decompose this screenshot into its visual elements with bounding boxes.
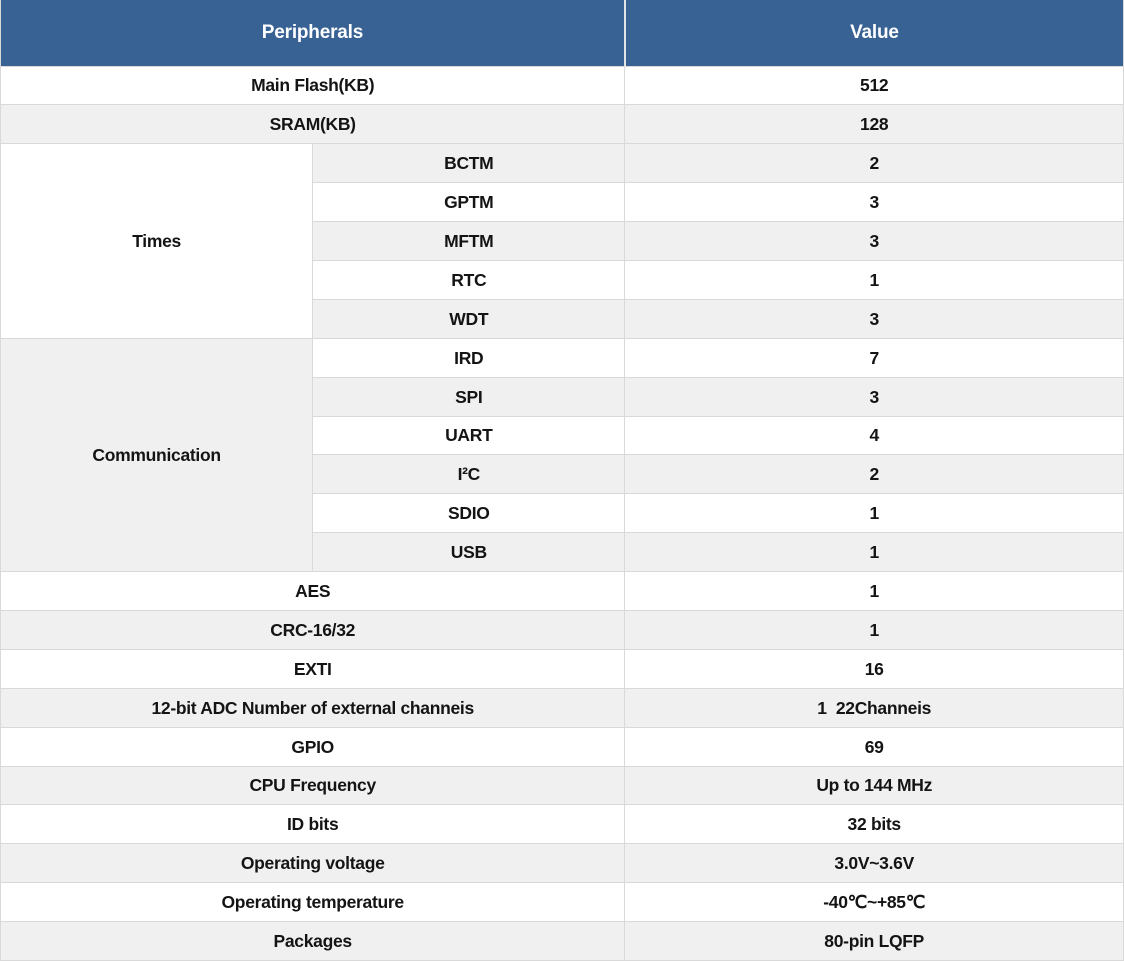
table-row: SDIO 1: [1, 493, 1124, 534]
peripheral-cell: EXTI: [0, 648, 626, 689]
value-cell: 4: [624, 415, 1124, 456]
table-row: MFTM 3: [1, 221, 1124, 261]
value-cell: -40℃~+85℃: [624, 882, 1124, 923]
value-cell: 1: [624, 259, 1124, 300]
category-cell: Communication: [0, 337, 314, 573]
peripheral-cell: UART: [312, 415, 626, 456]
peripheral-cell: GPTM: [312, 182, 626, 223]
peripheral-cell: WDT: [312, 298, 626, 339]
peripheral-cell: Main Flash(KB): [0, 65, 626, 106]
value-cell: 3: [624, 376, 1124, 417]
column-header-value: Value: [623, 0, 1124, 66]
peripheral-cell: Operating temperature: [0, 882, 626, 923]
table-row: USB 1: [1, 532, 1124, 573]
table-row: RTC 1: [1, 259, 1124, 300]
value-cell: 2: [624, 454, 1124, 495]
table-row: I²C 2: [1, 454, 1124, 495]
column-header-peripherals: Peripherals: [0, 0, 625, 66]
peripheral-cell: RTC: [312, 259, 626, 300]
peripheral-cell: USB: [312, 532, 626, 573]
value-cell: 1: [624, 532, 1124, 573]
value-cell: 3: [624, 221, 1124, 261]
peripheral-cell: SDIO: [312, 493, 626, 534]
peripheral-cell: BCTM: [312, 143, 626, 184]
table-row: Main Flash(KB) 512: [0, 65, 1124, 106]
peripheral-cell: SPI: [312, 376, 626, 417]
table-row: ID bits 32 bits: [0, 804, 1124, 845]
value-cell: 1: [624, 493, 1124, 534]
value-cell: 128: [624, 104, 1124, 145]
value-cell: 16: [624, 648, 1124, 689]
peripheral-cell: SRAM(KB): [0, 104, 626, 145]
value-cell: 69: [624, 726, 1124, 767]
value-cell: 1: [624, 571, 1124, 611]
table-row: UART 4: [1, 415, 1124, 456]
value-cell: 3: [624, 298, 1124, 339]
table-row: SRAM(KB) 128: [0, 104, 1124, 145]
table-row: Communication IRD 7: [0, 337, 1124, 573]
table-row: Packages 80-pin LQFP: [0, 921, 1124, 961]
peripheral-cell: MFTM: [312, 221, 626, 261]
table-row: CRC-16/32 1: [0, 609, 1124, 650]
value-cell: 1: [624, 609, 1124, 650]
peripheral-cell: Operating voltage: [0, 843, 626, 884]
peripheral-cell: CRC-16/32: [0, 609, 626, 650]
peripheral-cell: I²C: [312, 454, 626, 495]
value-cell: 3: [624, 182, 1124, 223]
table-row: SPI 3: [1, 376, 1124, 417]
peripheral-cell: AES: [0, 571, 626, 611]
table-row: GPIO 69: [0, 726, 1124, 767]
table-row: GPTM 3: [1, 182, 1124, 223]
value-cell: 80-pin LQFP: [624, 921, 1124, 961]
peripheral-cell: IRD: [312, 337, 626, 378]
table-row: Operating temperature -40℃~+85℃: [0, 882, 1124, 923]
table-row: Operating voltage 3.0V~3.6V: [0, 843, 1124, 884]
value-cell: 3.0V~3.6V: [624, 843, 1124, 884]
value-cell: Up to 144 MHz: [624, 765, 1124, 806]
peripheral-cell: GPIO: [0, 726, 626, 767]
value-cell: 2: [624, 143, 1124, 184]
peripheral-cell: CPU Frequency: [0, 765, 626, 806]
table-row: 12-bit ADC Number of external channeis 1 …: [0, 687, 1124, 728]
value-cell: 7: [624, 337, 1124, 378]
table-row: EXTI 16: [0, 648, 1124, 689]
peripheral-cell: ID bits: [0, 804, 626, 845]
value-cell: 1 22Channeis: [624, 687, 1124, 728]
value-cell: 32 bits: [624, 804, 1124, 845]
peripheral-cell: 12-bit ADC Number of external channeis: [0, 687, 626, 728]
table-row: Times BCTM 2: [0, 143, 1124, 339]
header-row: Peripherals Value: [0, 0, 1124, 66]
category-cell: Times: [0, 143, 314, 339]
peripheral-cell: Packages: [0, 921, 626, 961]
table-row: WDT 3: [1, 298, 1124, 339]
table-row: CPU Frequency Up to 144 MHz: [0, 765, 1124, 806]
value-cell: 512: [624, 65, 1124, 106]
table-row: AES 1: [0, 571, 1124, 611]
